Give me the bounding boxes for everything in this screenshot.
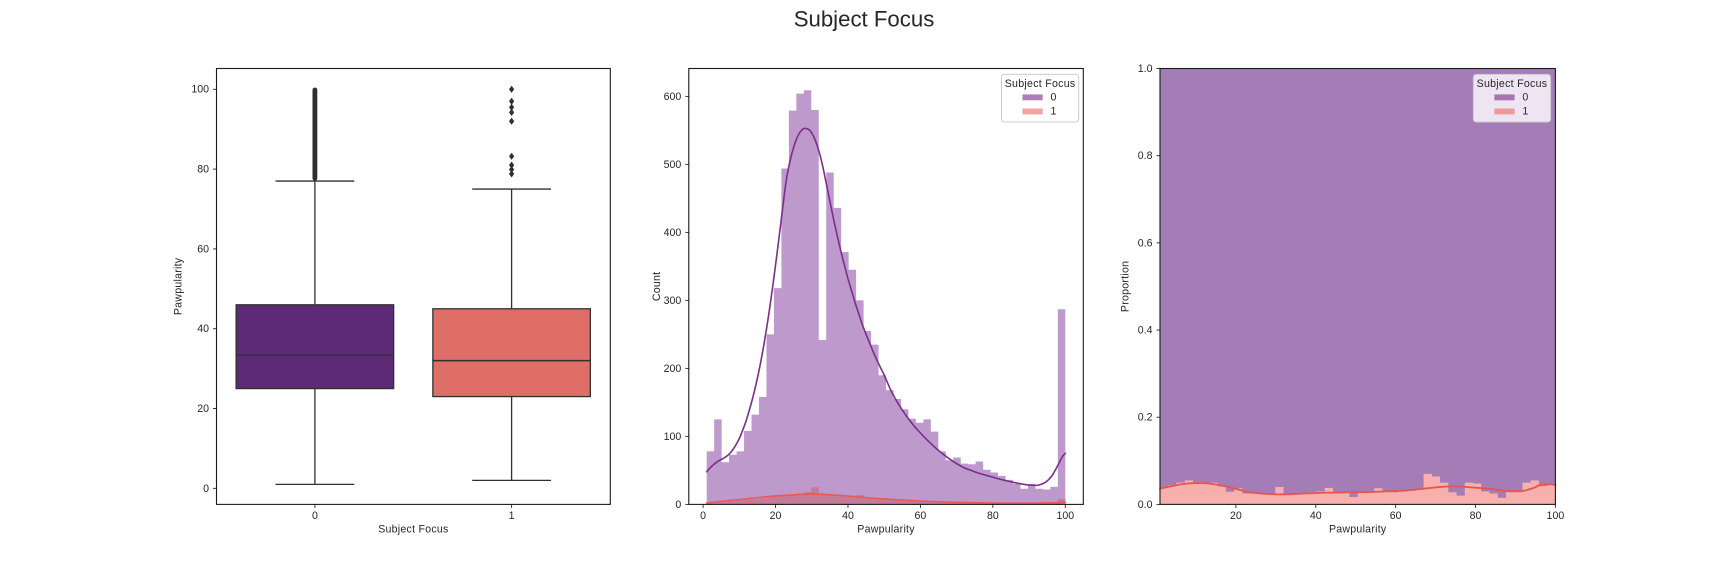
svg-text:40: 40 (197, 323, 209, 335)
svg-text:0.4: 0.4 (1138, 324, 1153, 336)
svg-text:400: 400 (664, 227, 682, 239)
svg-text:1: 1 (509, 510, 515, 522)
svg-text:100: 100 (664, 431, 682, 443)
svg-text:0.8: 0.8 (1138, 150, 1153, 162)
svg-text:20: 20 (1230, 510, 1242, 522)
svg-text:Count: Count (651, 272, 663, 302)
svg-text:Subject Focus: Subject Focus (1477, 78, 1548, 90)
svg-text:20: 20 (770, 510, 782, 522)
svg-text:100: 100 (191, 84, 209, 96)
svg-text:80: 80 (197, 164, 209, 176)
svg-text:1: 1 (1522, 106, 1528, 118)
svg-text:0.6: 0.6 (1138, 237, 1153, 249)
svg-text:60: 60 (1390, 510, 1402, 522)
svg-text:Proportion: Proportion (1120, 261, 1132, 312)
svg-text:1.0: 1.0 (1138, 63, 1153, 75)
svg-text:0: 0 (203, 483, 209, 495)
svg-text:60: 60 (197, 243, 209, 255)
svg-text:0: 0 (675, 499, 681, 511)
svg-text:40: 40 (842, 510, 854, 522)
svg-text:40: 40 (1310, 510, 1322, 522)
svg-text:500: 500 (664, 159, 682, 171)
svg-text:Subject Focus: Subject Focus (378, 524, 448, 536)
svg-text:80: 80 (1470, 510, 1482, 522)
svg-text:200: 200 (664, 363, 682, 375)
svg-text:600: 600 (664, 91, 682, 103)
svg-text:1: 1 (1051, 106, 1057, 118)
svg-text:0: 0 (1051, 92, 1057, 104)
svg-text:60: 60 (915, 510, 927, 522)
svg-text:0.0: 0.0 (1138, 499, 1153, 511)
svg-text:0: 0 (312, 510, 318, 522)
svg-text:300: 300 (664, 295, 682, 307)
svg-text:Subject Focus: Subject Focus (1005, 78, 1076, 90)
svg-text:Pawpularity: Pawpularity (1329, 524, 1387, 536)
svg-text:100: 100 (1056, 510, 1074, 522)
svg-text:20: 20 (197, 403, 209, 415)
svg-text:0.2: 0.2 (1138, 412, 1153, 424)
svg-text:0: 0 (1522, 92, 1528, 104)
svg-text:0: 0 (700, 510, 706, 522)
svg-text:Pawpularity: Pawpularity (173, 257, 185, 315)
svg-text:80: 80 (987, 510, 999, 522)
svg-text:Pawpularity: Pawpularity (857, 524, 915, 536)
svg-text:Subject Focus: Subject Focus (794, 6, 935, 31)
svg-text:100: 100 (1547, 510, 1565, 522)
